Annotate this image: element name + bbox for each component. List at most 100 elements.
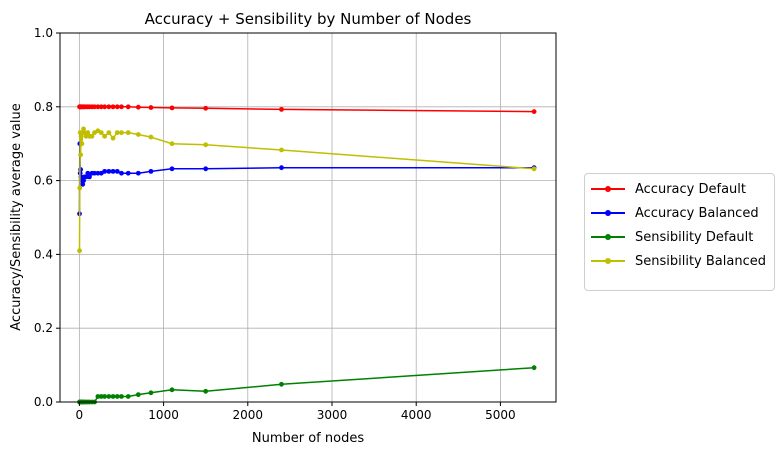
data-point (203, 105, 209, 111)
data-point (98, 394, 104, 399)
data-point (135, 104, 141, 110)
data-point (110, 104, 116, 110)
series-line (79, 366, 535, 403)
data-point (114, 104, 120, 110)
series-sensibility-default (77, 365, 537, 405)
y-tick-label: 0.6 (34, 174, 53, 188)
data-point (79, 141, 85, 147)
data-point (203, 388, 209, 394)
data-point (279, 165, 284, 171)
x-tick-label: 1000 (148, 408, 179, 422)
data-point (169, 105, 175, 111)
legend-item: Sensibility Balanced (591, 250, 768, 272)
data-point (82, 130, 87, 136)
legend-marker (591, 182, 625, 196)
data-point (169, 166, 175, 172)
legend-label: Accuracy Balanced (635, 205, 759, 221)
data-point (203, 142, 209, 148)
data-point (119, 104, 124, 110)
data-point (119, 170, 124, 176)
data-point (110, 135, 116, 141)
data-point (102, 133, 108, 139)
data-point (83, 174, 89, 180)
data-point (83, 133, 89, 139)
series-line (78, 128, 535, 251)
x-tick-label: 3000 (317, 408, 348, 422)
data-point (85, 130, 91, 136)
y-tick-label: 0.2 (34, 321, 53, 335)
plot-frame (59, 32, 557, 403)
data-point (279, 381, 284, 387)
data-point (114, 130, 120, 136)
data-point (89, 133, 95, 139)
data-point (148, 168, 154, 174)
legend-item: Accuracy Default (591, 178, 768, 200)
legend-label: Accuracy Default (635, 181, 746, 197)
data-point (102, 104, 108, 110)
data-point (92, 170, 97, 176)
legend-label: Sensibility Balanced (635, 253, 766, 269)
y-tick-label: 0.0 (34, 395, 53, 409)
data-point (81, 126, 86, 132)
data-point (125, 170, 131, 176)
data-point (119, 394, 124, 399)
data-point (106, 394, 112, 399)
x-tick-label: 5000 (485, 408, 516, 422)
y-axis-label: Accuracy/Sensibility average value (9, 103, 24, 330)
data-point (125, 130, 131, 136)
data-point (98, 104, 104, 110)
data-point (148, 390, 154, 396)
legend-item: Sensibility Default (591, 226, 768, 248)
x-tick-label: 4000 (401, 408, 432, 422)
data-point (531, 109, 537, 114)
data-point (95, 104, 101, 110)
data-point (106, 168, 112, 174)
data-point (85, 170, 91, 176)
y-tick-label: 0.4 (34, 247, 53, 261)
series-layer (77, 104, 537, 405)
data-point (95, 170, 101, 176)
data-point (78, 133, 84, 139)
data-point (125, 104, 131, 110)
legend-marker (591, 230, 625, 244)
data-point (106, 130, 112, 136)
x-tick-label: 0 (76, 408, 84, 422)
data-point (77, 185, 83, 191)
data-point (148, 105, 154, 110)
series-accuracy-default (77, 104, 537, 114)
data-point (98, 130, 104, 136)
data-point (80, 181, 86, 187)
data-point (87, 174, 92, 180)
y-tick-label: 0.8 (34, 100, 53, 114)
legend-item: Accuracy Balanced (591, 202, 768, 224)
data-point (110, 168, 116, 174)
y-axis: 0.0 0.2 0.4 0.6 0.8 1.0 (34, 26, 60, 409)
series-line (78, 143, 535, 214)
data-point (102, 394, 108, 399)
data-point (148, 134, 154, 140)
y-tick-label: 1.0 (34, 26, 53, 40)
data-point (102, 168, 108, 174)
data-point (279, 106, 284, 112)
data-point (135, 132, 141, 137)
data-point (78, 152, 84, 158)
data-point (95, 394, 101, 399)
data-point (531, 365, 537, 371)
data-point (203, 166, 209, 172)
data-point (135, 392, 141, 398)
data-point (114, 168, 120, 174)
legend-marker (591, 206, 625, 220)
data-point (110, 394, 116, 399)
data-point (77, 248, 82, 254)
series-sensibility-balanced (77, 126, 537, 254)
data-point (125, 394, 131, 399)
data-point (106, 104, 112, 110)
grid (60, 32, 556, 403)
data-point (169, 141, 175, 147)
x-axis-label: Number of nodes (252, 431, 364, 446)
data-point (169, 387, 175, 393)
legend-label: Sensibility Default (635, 229, 754, 245)
data-point (114, 394, 120, 399)
data-point (279, 147, 284, 153)
